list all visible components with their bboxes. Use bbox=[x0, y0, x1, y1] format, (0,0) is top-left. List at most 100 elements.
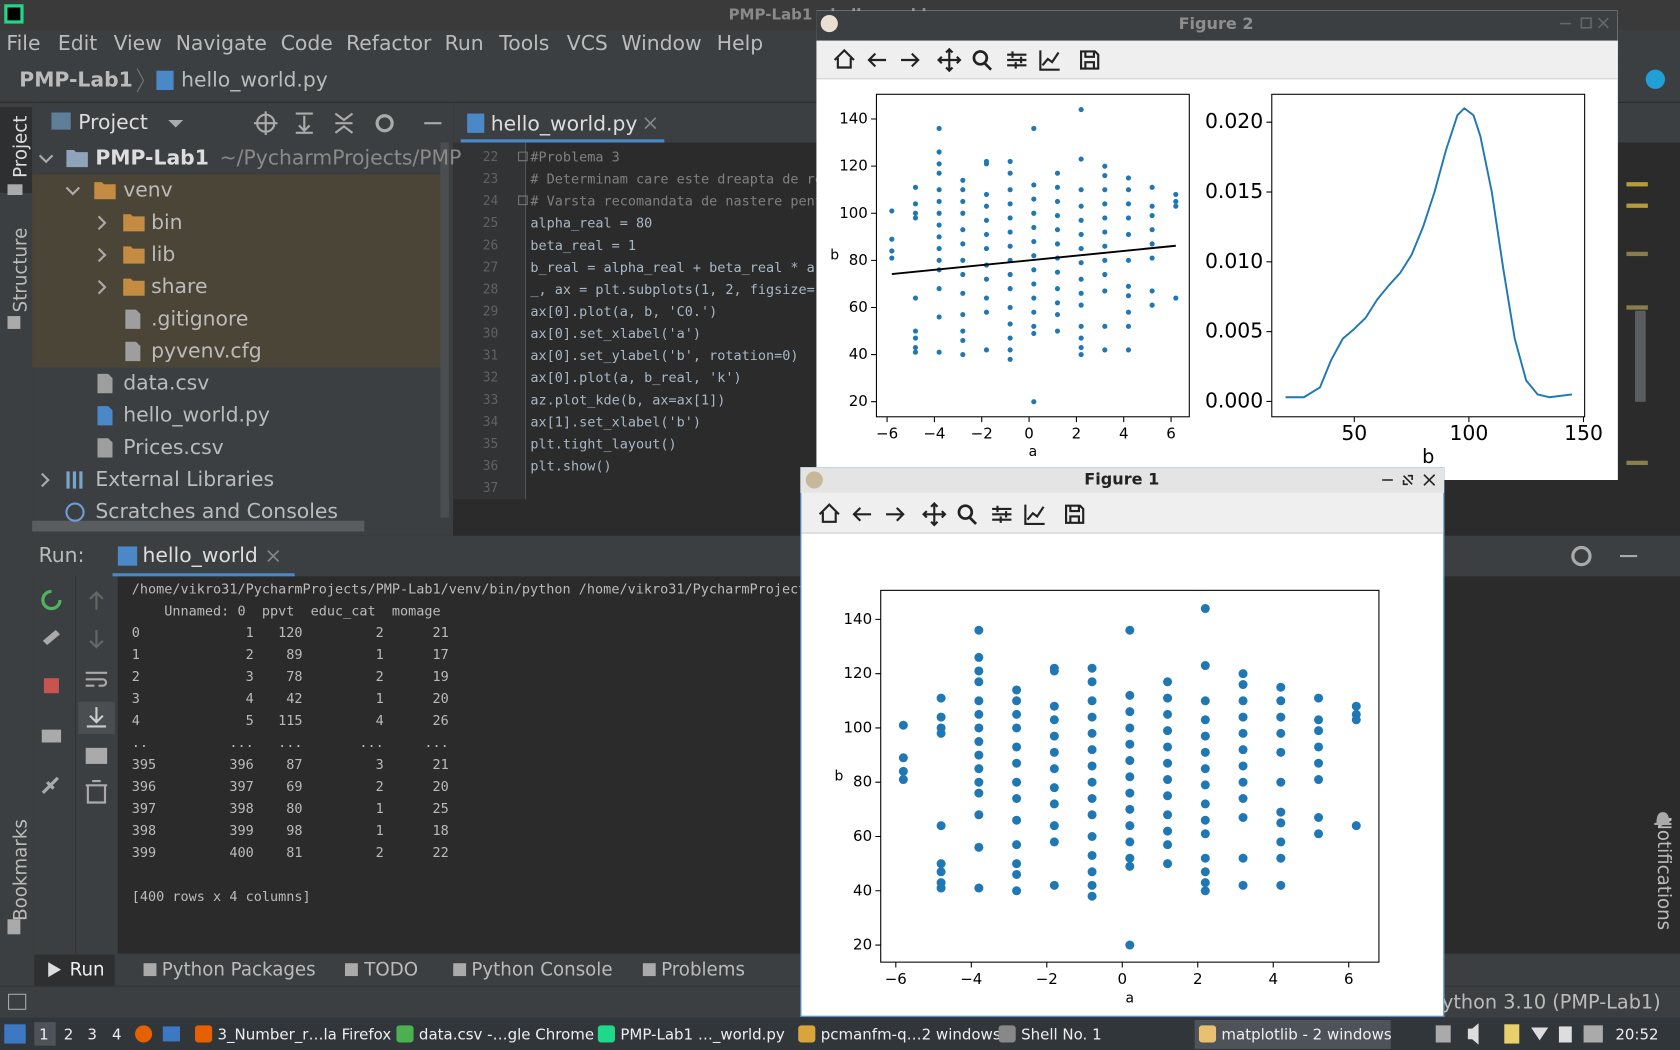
save-button[interactable] bbox=[1065, 504, 1085, 524]
interpreter-status[interactable]: Python 3.10 (PMP-Lab1) bbox=[1430, 990, 1660, 1013]
tree-item[interactable]: External Libraries bbox=[95, 467, 274, 491]
menu-item[interactable]: Tools bbox=[498, 31, 549, 55]
workspace[interactable]: 1 bbox=[39, 1026, 49, 1044]
expand-icon[interactable] bbox=[295, 112, 313, 134]
trash-icon[interactable] bbox=[85, 780, 108, 804]
task[interactable]: Shell No. 1 bbox=[1021, 1026, 1102, 1044]
tree-item[interactable]: Scratches and Consoles bbox=[95, 499, 338, 523]
tree-arrow[interactable] bbox=[38, 154, 54, 164]
side-tab[interactable]: Project bbox=[10, 116, 31, 178]
close-icon[interactable] bbox=[644, 117, 657, 130]
home-button[interactable] bbox=[833, 48, 855, 69]
locate-icon[interactable] bbox=[253, 111, 278, 136]
menu-item[interactable]: VCS bbox=[567, 31, 608, 55]
window-buttons[interactable] bbox=[1382, 474, 1436, 486]
tree-item[interactable]: hello_world.py bbox=[123, 403, 270, 428]
pin-icon[interactable] bbox=[41, 776, 59, 794]
task[interactable]: PMP-Lab1 …_world.py bbox=[620, 1026, 785, 1045]
back-button[interactable] bbox=[867, 52, 887, 68]
wrap-icon[interactable] bbox=[85, 671, 108, 687]
active-workspace[interactable] bbox=[34, 1022, 56, 1046]
axes-button[interactable] bbox=[1024, 504, 1045, 526]
workspace[interactable]: 4 bbox=[112, 1026, 122, 1044]
forward-button[interactable] bbox=[901, 52, 920, 68]
network-icon[interactable] bbox=[1531, 1027, 1549, 1041]
side-tab[interactable]: Bookmarks bbox=[10, 819, 31, 921]
axes-button[interactable] bbox=[1039, 50, 1060, 71]
menu-item[interactable]: File bbox=[6, 31, 40, 55]
tree-arrow[interactable] bbox=[41, 472, 50, 488]
launcher-icon[interactable] bbox=[162, 1026, 181, 1042]
zoom-button[interactable] bbox=[972, 50, 993, 71]
figure-1-window[interactable]: Figure 1 −6 −4 −2 0 2 4 6 20 40 60 80 100 120 140 a b bbox=[800, 467, 1445, 1017]
launcher-icon[interactable] bbox=[135, 1025, 153, 1043]
menu-item[interactable]: Edit bbox=[58, 31, 97, 55]
layout-icon[interactable] bbox=[8, 993, 27, 1010]
tree-item[interactable]: venv bbox=[123, 178, 173, 202]
window-buttons[interactable] bbox=[1560, 17, 1609, 29]
tree-item[interactable]: data.csv bbox=[123, 371, 209, 395]
panel-title[interactable]: Project bbox=[78, 110, 148, 134]
tray-icon[interactable] bbox=[1504, 1024, 1520, 1044]
breadcrumb[interactable]: PMP-Lab1 bbox=[19, 67, 133, 91]
editor-tab[interactable]: hello_world.py bbox=[491, 111, 638, 136]
tree-arrow[interactable] bbox=[97, 247, 107, 263]
close-icon[interactable] bbox=[267, 550, 280, 562]
tree-item[interactable]: Prices.csv bbox=[123, 435, 224, 459]
active-task[interactable] bbox=[1194, 1020, 1391, 1049]
print-icon[interactable] bbox=[85, 747, 108, 764]
configure-button[interactable] bbox=[1007, 51, 1027, 69]
task[interactable]: data.csv -…gle Chrome bbox=[419, 1026, 594, 1044]
task[interactable]: matplotlib - 2 windows bbox=[1221, 1026, 1391, 1044]
tool-tab[interactable]: Problems bbox=[661, 960, 745, 981]
tree-arrow[interactable] bbox=[97, 215, 107, 231]
menu-item[interactable]: Navigate bbox=[176, 31, 267, 55]
collapse-icon[interactable] bbox=[334, 112, 354, 134]
battery-icon[interactable] bbox=[1558, 1026, 1572, 1043]
tree-item[interactable]: pyvenv.cfg bbox=[151, 338, 262, 362]
menu-item[interactable]: Refactor bbox=[346, 31, 432, 55]
tray-icon[interactable] bbox=[1583, 1025, 1603, 1043]
tool-tab[interactable]: Python Packages bbox=[162, 960, 316, 981]
tree-item[interactable]: share bbox=[151, 274, 207, 298]
tray-icon[interactable] bbox=[1435, 1025, 1451, 1043]
home-button[interactable] bbox=[818, 503, 840, 523]
up-icon[interactable] bbox=[89, 590, 104, 610]
back-button[interactable] bbox=[852, 507, 872, 522]
tree-item[interactable]: .gitignore bbox=[151, 306, 248, 330]
tree-item[interactable]: lib bbox=[151, 242, 175, 266]
start-menu[interactable] bbox=[4, 1024, 26, 1044]
settings-icon[interactable] bbox=[1571, 545, 1592, 567]
app-icon[interactable] bbox=[1645, 69, 1666, 89]
dropdown-icon[interactable] bbox=[168, 120, 184, 128]
tree-arrow[interactable] bbox=[97, 279, 107, 295]
layout-icon[interactable] bbox=[41, 729, 62, 743]
run-tab[interactable]: hello_world bbox=[143, 543, 258, 568]
forward-button[interactable] bbox=[886, 507, 905, 522]
side-tab[interactable]: Structure bbox=[10, 228, 31, 313]
menu-item[interactable]: Help bbox=[717, 31, 763, 55]
configure-button[interactable] bbox=[992, 505, 1012, 523]
wrench-icon[interactable] bbox=[42, 630, 61, 646]
save-button[interactable] bbox=[1080, 50, 1100, 70]
task[interactable]: pcmanfm-q…2 windows bbox=[821, 1026, 1001, 1044]
down-icon[interactable] bbox=[89, 630, 104, 649]
pan-button[interactable] bbox=[937, 47, 962, 73]
breadcrumb[interactable]: hello_world.py bbox=[181, 67, 328, 92]
figure-2-window[interactable]: Figure 2 −6 −4 −2 0 2 4 6 20 40 60 80 100 120 140 a b 50 1… bbox=[816, 10, 1618, 481]
task[interactable]: 3_Number_r…la Firefox bbox=[218, 1026, 392, 1045]
menu-item[interactable]: Run bbox=[445, 31, 484, 55]
tool-tab[interactable]: Python Console bbox=[471, 960, 612, 981]
side-tab[interactable]: Notifications bbox=[1653, 816, 1674, 930]
volume-icon[interactable] bbox=[1467, 1023, 1479, 1045]
menu-item[interactable]: Window bbox=[621, 31, 701, 55]
tool-tab[interactable]: Run bbox=[70, 960, 105, 981]
workspace[interactable]: 3 bbox=[87, 1026, 97, 1044]
scroll-end-icon[interactable] bbox=[86, 707, 107, 728]
workspace[interactable]: 2 bbox=[64, 1026, 74, 1044]
menu-item[interactable]: View bbox=[114, 31, 162, 55]
tree-item[interactable]: bin bbox=[151, 210, 182, 234]
menu-item[interactable]: Code bbox=[281, 31, 333, 55]
active-tool-tab[interactable] bbox=[34, 954, 115, 986]
settings-icon[interactable] bbox=[375, 114, 394, 133]
